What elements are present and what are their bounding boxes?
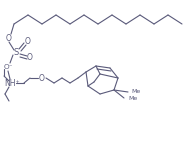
Text: O: O xyxy=(27,53,33,62)
Text: Me: Me xyxy=(131,89,141,94)
Text: Me: Me xyxy=(128,95,138,100)
Text: O: O xyxy=(6,33,12,42)
Text: O⁻: O⁻ xyxy=(3,64,13,70)
Text: O: O xyxy=(39,74,45,82)
Text: NH⁺: NH⁺ xyxy=(4,78,20,87)
Text: O: O xyxy=(25,37,31,45)
Text: S: S xyxy=(13,48,19,57)
